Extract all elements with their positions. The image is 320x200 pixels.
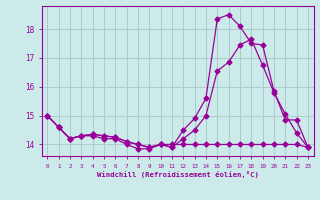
- X-axis label: Windchill (Refroidissement éolien,°C): Windchill (Refroidissement éolien,°C): [97, 171, 259, 178]
